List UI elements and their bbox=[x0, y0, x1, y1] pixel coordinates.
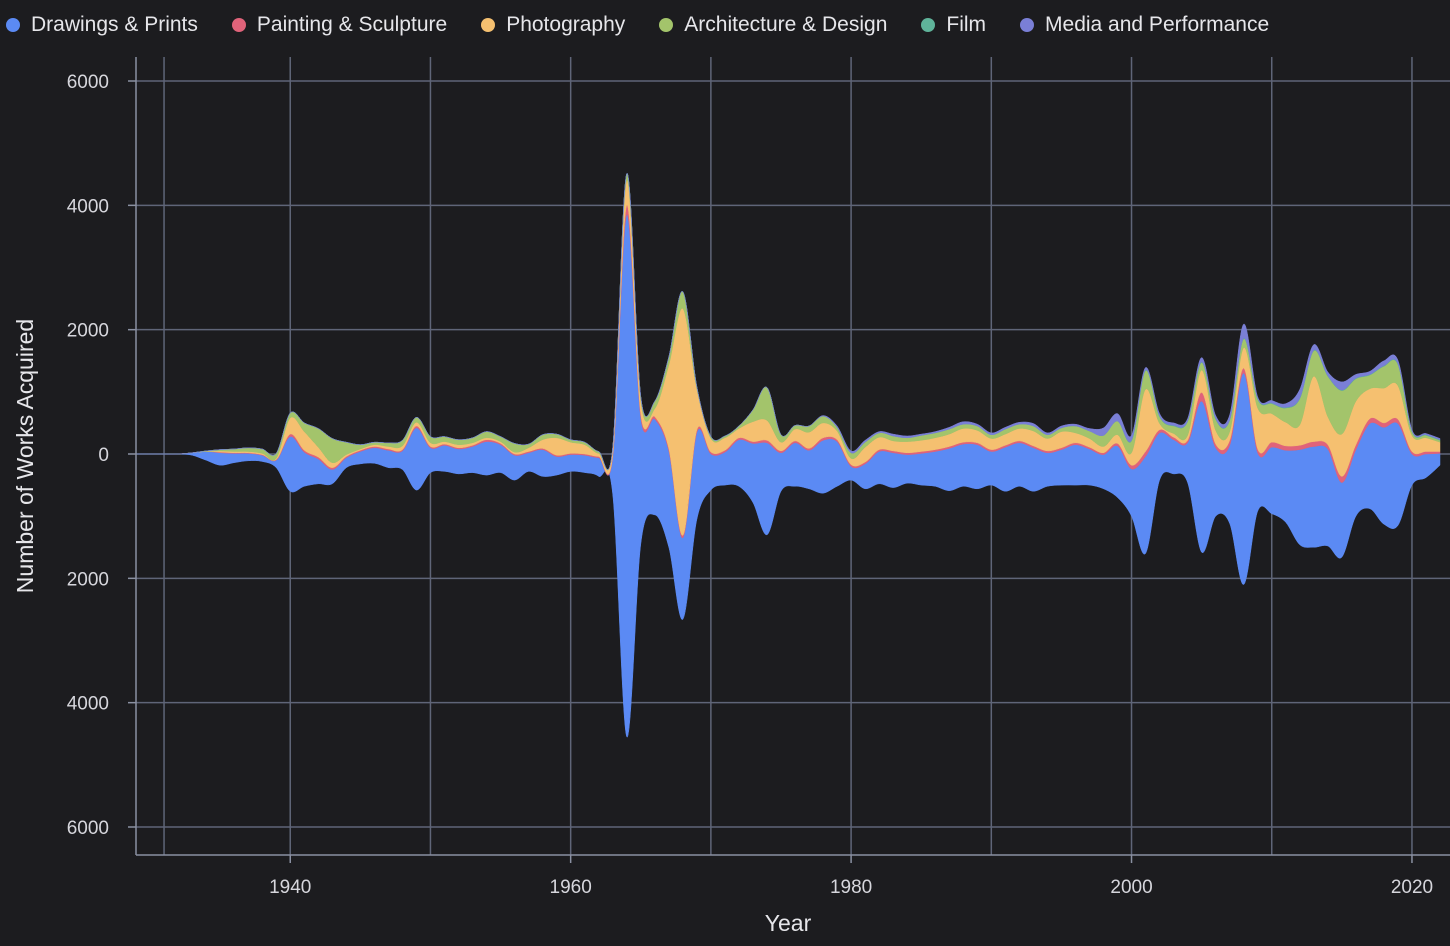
legend-swatch bbox=[6, 18, 20, 32]
chart-legend: Drawings & Prints Painting & Sculpture Pho… bbox=[0, 0, 1450, 50]
legend-item[interactable]: Film bbox=[921, 13, 986, 37]
y-tick-label: 4000 bbox=[67, 196, 109, 217]
x-tick-label: 1940 bbox=[269, 877, 311, 898]
stream-area bbox=[135, 173, 1441, 470]
legend-label: Photography bbox=[506, 13, 626, 36]
legend-item[interactable]: Photography bbox=[481, 13, 625, 37]
x-tick-label: 1980 bbox=[830, 877, 872, 898]
legend-item[interactable]: Media and Performance bbox=[1020, 13, 1269, 37]
stream-areas bbox=[135, 173, 1441, 738]
legend-swatch bbox=[659, 18, 674, 32]
y-tick-label: 4000 bbox=[67, 694, 109, 715]
y-tick-label: 2000 bbox=[67, 321, 109, 342]
legend-item[interactable]: Drawings & Prints bbox=[6, 13, 198, 37]
legend-label: Media and Performance bbox=[1045, 13, 1270, 36]
legend-swatch bbox=[1020, 18, 1035, 32]
y-tick-label: 0 bbox=[98, 445, 109, 466]
y-tick-label: 6000 bbox=[67, 72, 109, 93]
y-tick-label: 2000 bbox=[67, 569, 109, 590]
stream-area bbox=[135, 214, 1441, 738]
x-axis-title: Year bbox=[765, 910, 812, 936]
legend-swatch bbox=[231, 18, 246, 32]
y-axis-title: Number of Works Acquired bbox=[12, 319, 38, 593]
axes: 6000 4000 2000 0 2000 4000 6000 1940 1960 1980 200… bbox=[67, 57, 1450, 898]
legend-label: Film bbox=[946, 13, 987, 36]
x-tick-label: 2000 bbox=[1110, 877, 1152, 898]
legend-swatch bbox=[921, 18, 936, 32]
legend-item[interactable]: Architecture & Design bbox=[659, 13, 887, 37]
legend-swatch bbox=[481, 18, 496, 32]
x-tick-label: 1960 bbox=[550, 877, 592, 898]
legend-label: Drawings & Prints bbox=[31, 13, 198, 36]
x-tick-label: 2020 bbox=[1391, 877, 1433, 898]
legend-item[interactable]: Painting & Sculpture bbox=[231, 13, 448, 37]
legend-label: Painting & Sculpture bbox=[256, 13, 448, 36]
legend-label: Architecture & Design bbox=[684, 13, 888, 36]
y-tick-label: 6000 bbox=[67, 818, 109, 839]
